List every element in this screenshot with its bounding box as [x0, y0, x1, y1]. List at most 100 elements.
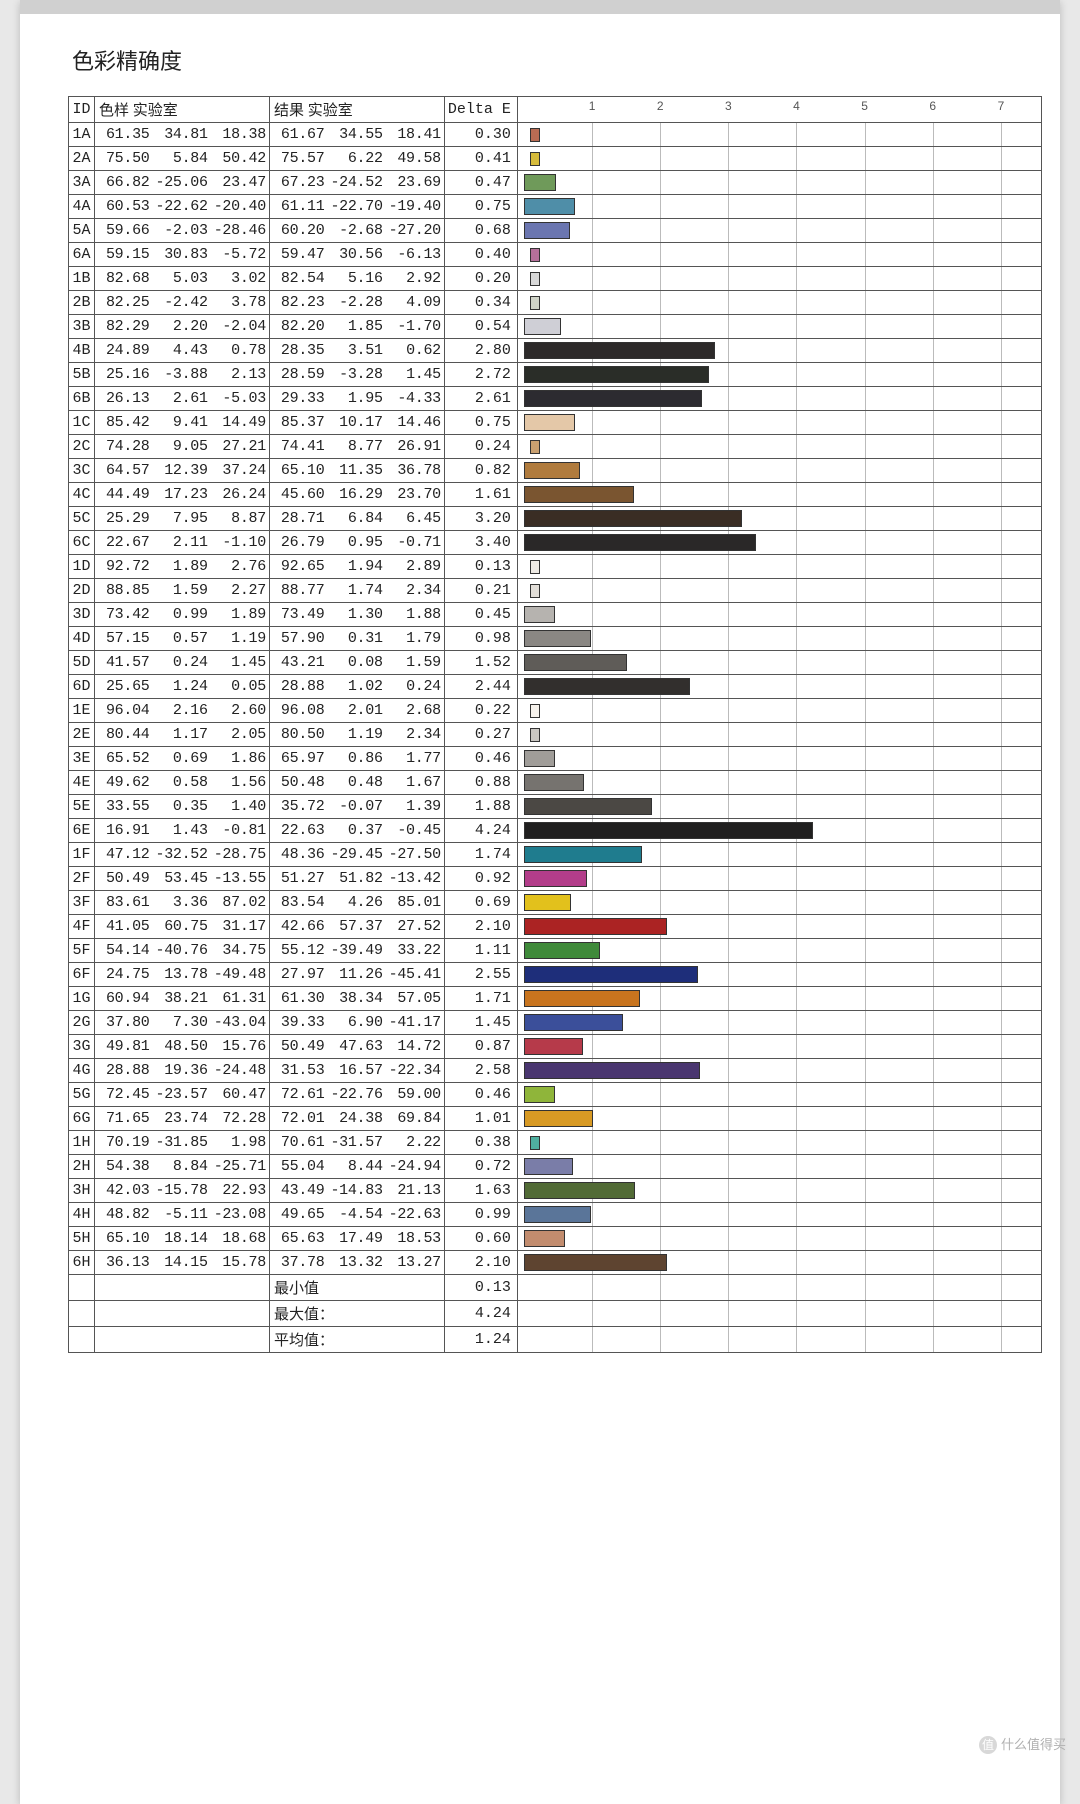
cell-sample: 18.68 [211, 1227, 270, 1251]
cell-id: 5A [69, 219, 95, 243]
table-row: 4F41.0560.7531.1742.6657.3727.522.10 [69, 915, 1042, 939]
cell-sample: -13.55 [211, 867, 270, 891]
cell-id: 6G [69, 1107, 95, 1131]
table-row: 1D92.721.892.7692.651.942.890.13 [69, 555, 1042, 579]
cell-delta: 0.99 [444, 1203, 517, 1227]
delta-bar [524, 1110, 593, 1127]
cell-sample: 22.93 [211, 1179, 270, 1203]
cell-sample: -24.48 [211, 1059, 270, 1083]
cell-sample: 0.35 [153, 795, 211, 819]
summary-empty [95, 1327, 270, 1353]
cell-sample: 25.16 [95, 363, 153, 387]
cell-delta: 2.61 [444, 387, 517, 411]
cell-sample: 27.21 [211, 435, 270, 459]
cell-result: 23.69 [386, 171, 445, 195]
cell-sample: 34.75 [211, 939, 270, 963]
cell-sample: 2.11 [153, 531, 211, 555]
cell-sample: 61.35 [95, 123, 153, 147]
cell-result: 39.33 [269, 1011, 327, 1035]
delta-bar [524, 798, 652, 815]
summary-value: 4.24 [444, 1301, 517, 1327]
table-row: 2A75.505.8450.4275.576.2249.580.41 [69, 147, 1042, 171]
delta-bar [530, 248, 540, 262]
cell-result: 69.84 [386, 1107, 445, 1131]
cell-sample: -28.46 [211, 219, 270, 243]
summary-empty [95, 1275, 270, 1301]
cell-result: 2.68 [386, 699, 445, 723]
window-header [20, 0, 1060, 14]
cell-result: 82.54 [269, 267, 327, 291]
cell-id: 3H [69, 1179, 95, 1203]
cell-sample: 83.61 [95, 891, 153, 915]
cell-delta: 2.10 [444, 1251, 517, 1275]
cell-id: 4G [69, 1059, 95, 1083]
cell-id: 4E [69, 771, 95, 795]
cell-id: 1E [69, 699, 95, 723]
delta-bar [524, 918, 667, 935]
delta-bar [524, 1062, 700, 1079]
table-row: 3D73.420.991.8973.491.301.880.45 [69, 603, 1042, 627]
delta-bar [524, 1230, 565, 1247]
cell-bar [517, 1011, 1041, 1035]
cell-sample: 15.78 [211, 1251, 270, 1275]
cell-id: 2C [69, 435, 95, 459]
cell-result: 23.70 [386, 483, 445, 507]
cell-bar [517, 1059, 1041, 1083]
cell-sample: 70.19 [95, 1131, 153, 1155]
cell-sample: 1.59 [153, 579, 211, 603]
delta-bar [524, 870, 587, 887]
cell-result: 17.49 [327, 1227, 385, 1251]
cell-sample: -31.85 [153, 1131, 211, 1155]
cell-sample: 60.47 [211, 1083, 270, 1107]
cell-result: 38.34 [327, 987, 385, 1011]
table-row: 4D57.150.571.1957.900.311.790.98 [69, 627, 1042, 651]
delta-bar [524, 750, 555, 767]
cell-result: 0.24 [386, 675, 445, 699]
delta-bar [524, 462, 580, 479]
table-row: 5G72.45-23.5760.4772.61-22.7659.000.46 [69, 1083, 1042, 1107]
cell-sample: 24.89 [95, 339, 153, 363]
cell-id: 5D [69, 651, 95, 675]
cell-result: -19.40 [386, 195, 445, 219]
cell-sample: 82.29 [95, 315, 153, 339]
cell-id: 1F [69, 843, 95, 867]
cell-delta: 0.72 [444, 1155, 517, 1179]
cell-sample: 82.25 [95, 291, 153, 315]
cell-result: 24.38 [327, 1107, 385, 1131]
table-row: 4G28.8819.36-24.4831.5316.57-22.342.58 [69, 1059, 1042, 1083]
cell-bar [517, 171, 1041, 195]
cell-sample: 49.81 [95, 1035, 153, 1059]
cell-result: 75.57 [269, 147, 327, 171]
cell-id: 6F [69, 963, 95, 987]
cell-sample: 1.19 [211, 627, 270, 651]
cell-delta: 1.88 [444, 795, 517, 819]
cell-delta: 0.87 [444, 1035, 517, 1059]
cell-delta: 3.20 [444, 507, 517, 531]
cell-result: 1.67 [386, 771, 445, 795]
delta-bar [524, 318, 561, 335]
cell-id: 4D [69, 627, 95, 651]
table-row: 6A59.1530.83-5.7259.4730.56-6.130.40 [69, 243, 1042, 267]
cell-bar [517, 723, 1041, 747]
cell-result: 8.77 [327, 435, 385, 459]
cell-result: 65.10 [269, 459, 327, 483]
axis-tick-label: 1 [589, 99, 596, 113]
cell-sample: 80.44 [95, 723, 153, 747]
cell-id: 4A [69, 195, 95, 219]
cell-bar [517, 1227, 1041, 1251]
cell-delta: 0.60 [444, 1227, 517, 1251]
cell-result: -1.70 [386, 315, 445, 339]
cell-result: -27.50 [386, 843, 445, 867]
delta-bar [524, 1182, 635, 1199]
cell-sample: 37.24 [211, 459, 270, 483]
cell-result: 26.79 [269, 531, 327, 555]
cell-result: 1.85 [327, 315, 385, 339]
cell-sample: 5.03 [153, 267, 211, 291]
cell-sample: 0.99 [153, 603, 211, 627]
cell-delta: 0.68 [444, 219, 517, 243]
cell-delta: 1.61 [444, 483, 517, 507]
cell-sample: -1.10 [211, 531, 270, 555]
cell-delta: 0.88 [444, 771, 517, 795]
cell-sample: 1.17 [153, 723, 211, 747]
cell-result: 27.97 [269, 963, 327, 987]
